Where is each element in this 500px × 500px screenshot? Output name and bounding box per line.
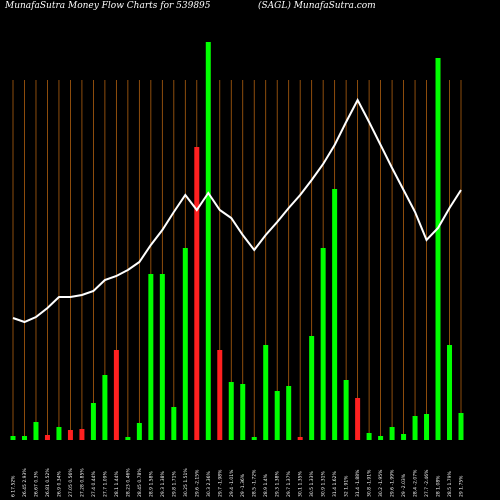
x-tick-label: 31.4 -1.88% [355, 469, 361, 497]
bar [378, 436, 384, 440]
bar [401, 434, 407, 440]
bar [343, 380, 349, 440]
x-tick-label: 27.28 0.85% [79, 468, 85, 497]
bar [435, 58, 441, 440]
bar [447, 345, 453, 440]
x-tick-label: 29.7 -1.98% [217, 469, 223, 497]
bar [10, 436, 16, 440]
x-tick-label: 31.4 1.62% [332, 471, 338, 497]
x-tick-label: 30.8 -1.91% [367, 469, 373, 497]
x-tick-label: 26.9 0.34% [56, 471, 62, 497]
bar [21, 436, 27, 440]
bar [102, 375, 108, 440]
bar [263, 345, 269, 440]
x-tick-label: 30.2 -1.95% [378, 469, 384, 497]
bar [90, 403, 96, 440]
x-tick-label: 29.4 -1.01% [229, 469, 235, 497]
x-tick-label: 28.5 1.79% [447, 471, 453, 497]
bar [79, 429, 85, 440]
bar [56, 427, 62, 440]
x-tick-label: 28.23 0.46% [125, 468, 131, 497]
bar [159, 274, 165, 440]
x-tick-label: 26.67 0.3% [33, 471, 39, 497]
bar [44, 435, 50, 440]
x-tick-label: 28.4 -2.07% [413, 469, 419, 497]
bar [297, 437, 303, 440]
bar [33, 422, 39, 440]
x-tick-label: 32 1.91% [344, 475, 350, 497]
x-tick-label: 30.25 1.51% [183, 468, 189, 497]
bar [217, 350, 223, 440]
x-tick-label: 29.8 1.71% [171, 471, 177, 497]
x-tick-label: 29 1.75% [459, 475, 465, 497]
bar [389, 427, 395, 440]
chart-subtitle: (SAGL) MunafaSutra.com [258, 0, 376, 11]
x-tick-label: 27.7 1.09% [102, 471, 108, 497]
x-tick-label: 28.9 1.4% [263, 473, 269, 497]
bar [125, 437, 131, 440]
bar [412, 416, 418, 440]
x-tick-label: 30.3 2.36% [206, 471, 212, 497]
x-tick-label: 28.5 -1.72% [252, 469, 258, 497]
x-tick-label: 29.3 1.38% [275, 471, 281, 497]
x-tick-label: 27.4 0.44% [91, 471, 97, 497]
bar [286, 386, 292, 440]
bar [424, 414, 430, 440]
x-tick-label: 29.3 1.38% [160, 471, 166, 497]
x-tick-label: 28.9 1.58% [148, 471, 154, 497]
line [12, 97, 462, 324]
bar [194, 147, 200, 440]
x-tick-label: 27.05 0.56% [68, 468, 74, 497]
x-tick-label: 29.6 -2.15% [194, 469, 200, 497]
bar [320, 248, 326, 440]
x-tick-label: 26.81 0.52% [45, 468, 51, 497]
bar [171, 407, 177, 440]
bar [332, 189, 338, 440]
bar [274, 391, 280, 440]
bar [355, 398, 361, 440]
x-tick-label: 29.7 1.37% [286, 471, 292, 497]
bar [240, 384, 246, 440]
bar [309, 336, 315, 440]
bar [148, 274, 154, 440]
bar [458, 413, 464, 440]
bar [366, 433, 372, 440]
bar [228, 382, 234, 440]
x-tick-label: 6 17.52% [11, 475, 17, 497]
bar [136, 423, 142, 440]
x-tick-label: 28.45 0.78% [137, 468, 143, 497]
x-tick-label: 29.6 -1.99% [390, 469, 396, 497]
x-tick-label: 30.5 1.33% [309, 471, 315, 497]
x-tick-label: 30.1 1.35% [298, 471, 304, 497]
bar [113, 350, 119, 440]
x-tick-label: 28.1 1.44% [114, 471, 120, 497]
x-tick-label: 26.45 2.93% [22, 468, 28, 497]
x-tick-label: 27.7 -2.46% [424, 469, 430, 497]
x-tick-label: 30.9 1.31% [321, 471, 327, 497]
bar [205, 42, 211, 440]
bar [182, 248, 188, 440]
x-tick-label: 29 -2.03% [401, 473, 407, 497]
chart-title: MunafaSutra Money Flow Charts for 539895 [4, 1, 211, 11]
bar [67, 430, 73, 440]
x-tick-label: 28 1.08% [436, 475, 442, 497]
bar [251, 437, 257, 440]
x-tick-label: 29 -1.36% [240, 473, 246, 497]
